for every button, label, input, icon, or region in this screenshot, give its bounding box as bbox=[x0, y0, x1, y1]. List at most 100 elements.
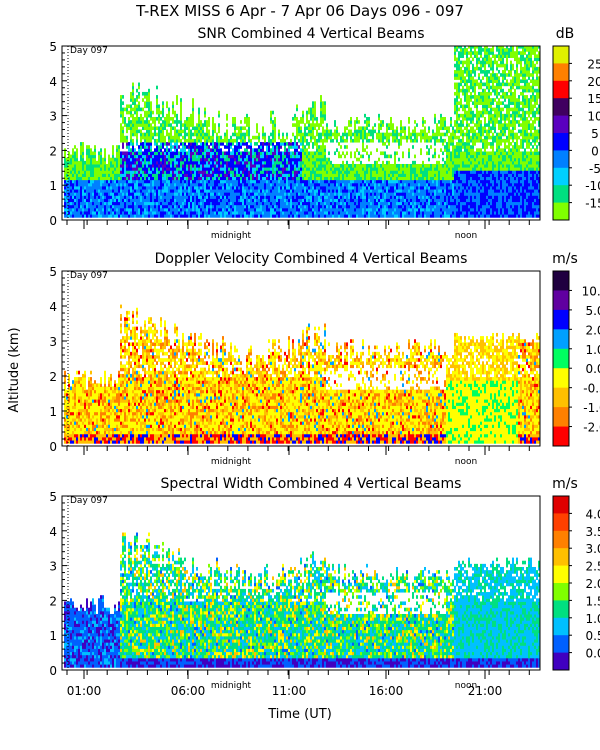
heatmap-cell bbox=[322, 201, 324, 206]
heatmap-cell bbox=[210, 154, 212, 159]
heatmap-cell bbox=[386, 201, 388, 206]
heatmap-cell bbox=[178, 204, 180, 209]
heatmap-cell bbox=[322, 207, 324, 212]
heatmap-cell bbox=[226, 204, 228, 209]
heatmap-cell bbox=[186, 154, 188, 159]
heatmap-cell bbox=[284, 195, 286, 199]
heatmap-cell bbox=[324, 160, 326, 165]
heatmap-cell bbox=[230, 142, 232, 146]
heatmap-cell bbox=[434, 176, 436, 181]
heatmap-cell bbox=[176, 154, 178, 159]
heatmap-cell bbox=[350, 151, 352, 156]
heatmap-cell bbox=[306, 176, 308, 181]
heatmap-cell bbox=[146, 176, 148, 181]
heatmap-cell bbox=[358, 135, 360, 140]
heatmap-cell bbox=[148, 154, 150, 159]
heatmap-cell bbox=[342, 185, 344, 190]
heatmap-cell bbox=[152, 116, 154, 121]
heatmap-cell bbox=[216, 163, 218, 168]
heatmap-cell bbox=[116, 179, 118, 184]
heatmap-cell bbox=[154, 179, 156, 184]
heatmap-cell bbox=[232, 157, 234, 162]
heatmap-cell bbox=[252, 154, 254, 159]
heatmap-cell bbox=[224, 189, 226, 193]
heatmap-cell bbox=[258, 173, 260, 177]
heatmap-cell bbox=[266, 198, 268, 203]
heatmap-cell bbox=[364, 129, 366, 134]
heatmap-cell bbox=[424, 135, 426, 140]
heatmap-cell bbox=[364, 210, 366, 215]
heatmap-cell bbox=[160, 160, 162, 165]
heatmap-cell bbox=[368, 182, 370, 187]
heatmap-cell bbox=[270, 210, 272, 215]
heatmap-cell bbox=[412, 179, 414, 184]
heatmap-cell bbox=[192, 142, 194, 146]
heatmap-cell bbox=[280, 173, 282, 177]
heatmap-cell bbox=[308, 157, 310, 162]
heatmap-cell bbox=[302, 214, 304, 218]
heatmap-cell bbox=[258, 132, 260, 137]
heatmap-cell bbox=[172, 192, 174, 196]
heatmap-cell bbox=[224, 182, 226, 187]
heatmap-cell bbox=[172, 170, 174, 174]
heatmap-cell bbox=[282, 173, 284, 177]
heatmap-cell bbox=[318, 173, 320, 177]
heatmap-cell bbox=[198, 148, 200, 152]
heatmap-cell bbox=[162, 204, 164, 209]
heatmap-cell bbox=[280, 189, 282, 193]
heatmap-cell bbox=[242, 185, 244, 190]
heatmap-cell bbox=[188, 160, 190, 165]
heatmap-cell bbox=[350, 214, 352, 218]
heatmap-cell bbox=[340, 210, 342, 215]
heatmap-cell bbox=[246, 163, 248, 168]
heatmap-cell bbox=[120, 207, 122, 212]
heatmap-cell bbox=[174, 145, 176, 149]
heatmap-cell bbox=[188, 142, 190, 146]
heatmap-cell bbox=[422, 185, 424, 190]
heatmap-cell bbox=[82, 214, 84, 218]
heatmap-cell bbox=[140, 120, 142, 124]
heatmap-cell bbox=[374, 198, 376, 203]
heatmap-cell bbox=[68, 160, 70, 165]
heatmap-cell bbox=[186, 195, 188, 199]
heatmap-cell bbox=[70, 163, 72, 168]
heatmap-cell bbox=[118, 167, 120, 171]
heatmap-cell bbox=[298, 204, 300, 209]
heatmap-cell bbox=[324, 163, 326, 168]
heatmap-cell bbox=[178, 214, 180, 218]
heatmap-cell bbox=[166, 198, 168, 203]
heatmap-cell bbox=[398, 189, 400, 193]
heatmap-cell bbox=[144, 123, 146, 127]
heatmap-cell bbox=[124, 207, 126, 212]
heatmap-cell bbox=[410, 210, 412, 215]
heatmap-cell bbox=[372, 192, 374, 196]
heatmap-cell bbox=[138, 148, 140, 152]
heatmap-cell bbox=[370, 163, 372, 168]
heatmap-cell bbox=[394, 201, 396, 206]
heatmap-cell bbox=[206, 151, 208, 156]
heatmap-cell bbox=[398, 142, 400, 146]
heatmap-cell bbox=[158, 116, 160, 121]
heatmap-cell bbox=[230, 160, 232, 165]
heatmap-cell bbox=[270, 201, 272, 206]
heatmap-cell bbox=[84, 185, 86, 190]
heatmap-cell bbox=[350, 192, 352, 196]
heatmap-cell bbox=[332, 207, 334, 212]
heatmap-cell bbox=[164, 135, 166, 140]
heatmap-cell bbox=[290, 198, 292, 203]
heatmap-cell bbox=[326, 170, 328, 174]
heatmap-cell bbox=[346, 138, 348, 143]
heatmap-cell bbox=[206, 207, 208, 212]
heatmap-cell bbox=[214, 148, 216, 152]
heatmap-cell bbox=[436, 170, 438, 174]
heatmap-cell bbox=[300, 120, 302, 124]
heatmap-cell bbox=[96, 170, 98, 174]
heatmap-cell bbox=[164, 123, 166, 127]
heatmap-cell bbox=[240, 176, 242, 181]
heatmap-cell bbox=[232, 214, 234, 218]
heatmap-cell bbox=[174, 157, 176, 162]
heatmap-cell bbox=[250, 207, 252, 212]
heatmap-cell bbox=[122, 107, 124, 112]
heatmap-cell bbox=[210, 195, 212, 199]
heatmap-cell bbox=[414, 138, 416, 143]
